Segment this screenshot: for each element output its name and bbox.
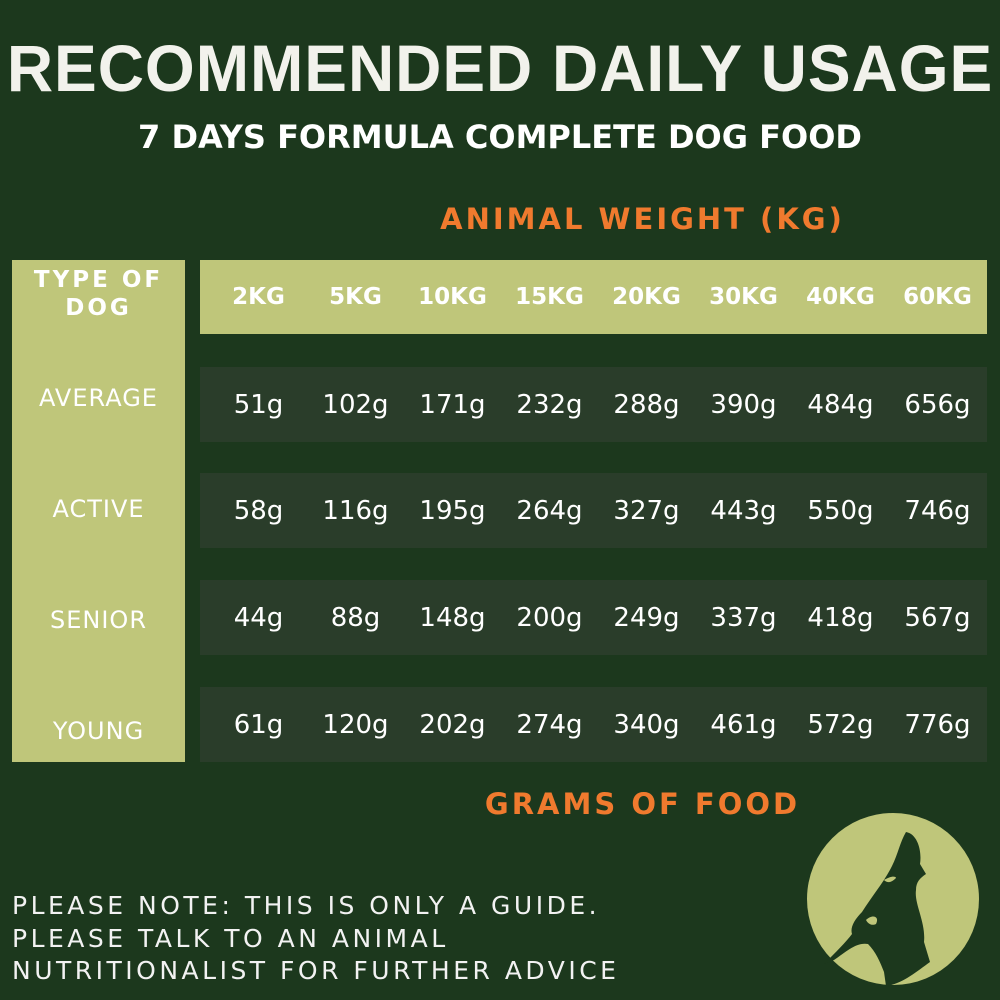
weight-header: 60KG: [903, 284, 972, 310]
row-young: 61g 120g 202g 274g 340g 461g 572g 776g: [200, 687, 987, 762]
weight-header: 10KG: [418, 284, 487, 310]
grams-cell: 776g: [904, 709, 971, 740]
grams-cell: 195g: [419, 495, 486, 526]
grams-cell: 443g: [710, 495, 777, 526]
grams-cell: 264g: [516, 495, 583, 526]
grams-cell: 337g: [710, 602, 777, 633]
weight-header: 2KG: [232, 284, 285, 310]
page-title: RECOMMENDED DAILY USAGE: [6, 31, 994, 105]
weight-header: 40KG: [806, 284, 875, 310]
grams-cell: 572g: [807, 709, 874, 740]
weight-header: 5KG: [329, 284, 382, 310]
grams-cell: 232g: [516, 389, 583, 420]
grams-cell: 461g: [710, 709, 777, 740]
weight-header-row: 2KG 5KG 10KG 15KG 20KG 30KG 40KG 60KG: [200, 260, 987, 334]
guide-note: PLEASE NOTE: THIS IS ONLY A GUIDE. PLEAS…: [12, 890, 619, 988]
dog-type-young: YOUNG: [52, 717, 145, 745]
dog-type-average: AVERAGE: [39, 384, 158, 412]
grams-cell: 656g: [904, 389, 971, 420]
grams-cell: 58g: [233, 495, 284, 526]
row-active: 58g 116g 195g 264g 327g 443g 550g 746g: [200, 473, 987, 548]
dog-type-senior: SENIOR: [50, 606, 147, 634]
grams-cell: 51g: [233, 389, 284, 420]
grams-cell: 102g: [322, 389, 389, 420]
grams-cell: 44g: [233, 602, 284, 633]
grams-cell: 746g: [904, 495, 971, 526]
grams-cell: 288g: [613, 389, 680, 420]
grams-cell: 171g: [419, 389, 486, 420]
grams-cell: 148g: [419, 602, 486, 633]
grams-cell: 340g: [613, 709, 680, 740]
grams-cell: 61g: [233, 709, 284, 740]
page-subtitle: 7 DAYS FORMULA COMPLETE DOG FOOD: [138, 118, 862, 156]
grams-cell: 200g: [516, 602, 583, 633]
type-of-dog-header: TYPE OF DOG: [33, 267, 164, 321]
dog-type-active: ACTIVE: [52, 495, 145, 523]
grams-cell: 116g: [322, 495, 389, 526]
grams-cell: 327g: [613, 495, 680, 526]
grams-cell: 390g: [710, 389, 777, 420]
grams-cell: 88g: [330, 602, 381, 633]
grams-cell: 120g: [322, 709, 389, 740]
grams-cell: 249g: [613, 602, 680, 633]
row-senior: 44g 88g 148g 200g 249g 337g 418g 567g: [200, 580, 987, 655]
grams-cell: 202g: [419, 709, 486, 740]
grams-cell: 418g: [807, 602, 874, 633]
weight-header: 20KG: [612, 284, 681, 310]
weight-axis-label: ANIMAL WEIGHT (KG): [440, 202, 845, 236]
grams-cell: 567g: [904, 602, 971, 633]
grams-cell: 274g: [516, 709, 583, 740]
grams-of-food-label: GRAMS OF FOOD: [484, 787, 801, 821]
note-line: NUTRITIONALIST FOR FURTHER ADVICE: [12, 956, 620, 985]
weight-header: 30KG: [709, 284, 778, 310]
note-line: PLEASE TALK TO AN ANIMAL: [12, 923, 449, 953]
grams-cell: 484g: [807, 389, 874, 420]
row-average: 51g 102g 171g 232g 288g 390g 484g 656g: [200, 367, 987, 442]
note-line: PLEASE NOTE: THIS IS ONLY A GUIDE.: [12, 891, 601, 920]
grams-cell: 550g: [807, 495, 874, 526]
howling-wolf-moon-icon: [807, 813, 979, 986]
type-of-dog-column: TYPE OF DOG AVERAGE ACTIVE SENIOR YOUNG: [12, 260, 185, 762]
weight-header: 15KG: [515, 284, 584, 310]
